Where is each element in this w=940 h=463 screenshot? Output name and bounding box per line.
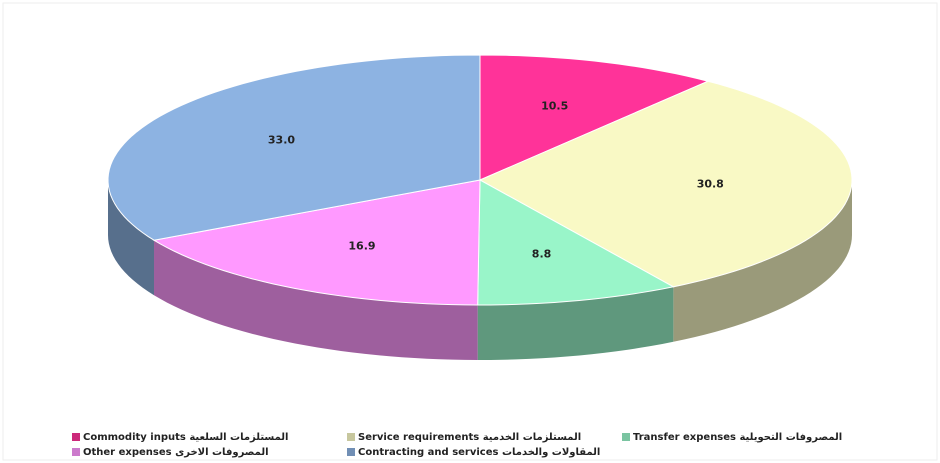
- legend-label: Commodity inputs المستلزمات السلعية: [83, 432, 288, 443]
- value-label: 33.0: [268, 134, 295, 147]
- legend-swatch: [347, 433, 355, 441]
- value-label: 30.8: [697, 177, 724, 190]
- legend-swatch: [72, 433, 80, 441]
- value-label: 16.9: [348, 240, 375, 253]
- legend-label: Other expenses المصروفات الاخرى: [83, 447, 269, 458]
- pie-slice: [152, 179, 481, 306]
- pie-slice-side: [154, 240, 478, 360]
- pie-slice: [478, 80, 853, 288]
- value-label: 8.8: [532, 248, 552, 261]
- pie-slice: [477, 179, 675, 306]
- pie-slice-side: [108, 180, 155, 296]
- pie-slice: [107, 54, 481, 241]
- legend-label: Transfer expenses المصروفات التحويلية: [633, 432, 842, 443]
- value-label: 10.5: [541, 100, 568, 113]
- legend-swatch: [622, 433, 630, 441]
- pie-slice-side: [477, 286, 674, 360]
- legend-label: Contracting and services المقاولات والخد…: [358, 447, 600, 458]
- legend-swatch: [347, 448, 355, 456]
- legend-swatch: [72, 448, 80, 456]
- legend-label: Service requirements المستلزمات الخدمية: [358, 432, 581, 443]
- pie-slice-side: [673, 180, 852, 342]
- pie-slice: [479, 54, 710, 181]
